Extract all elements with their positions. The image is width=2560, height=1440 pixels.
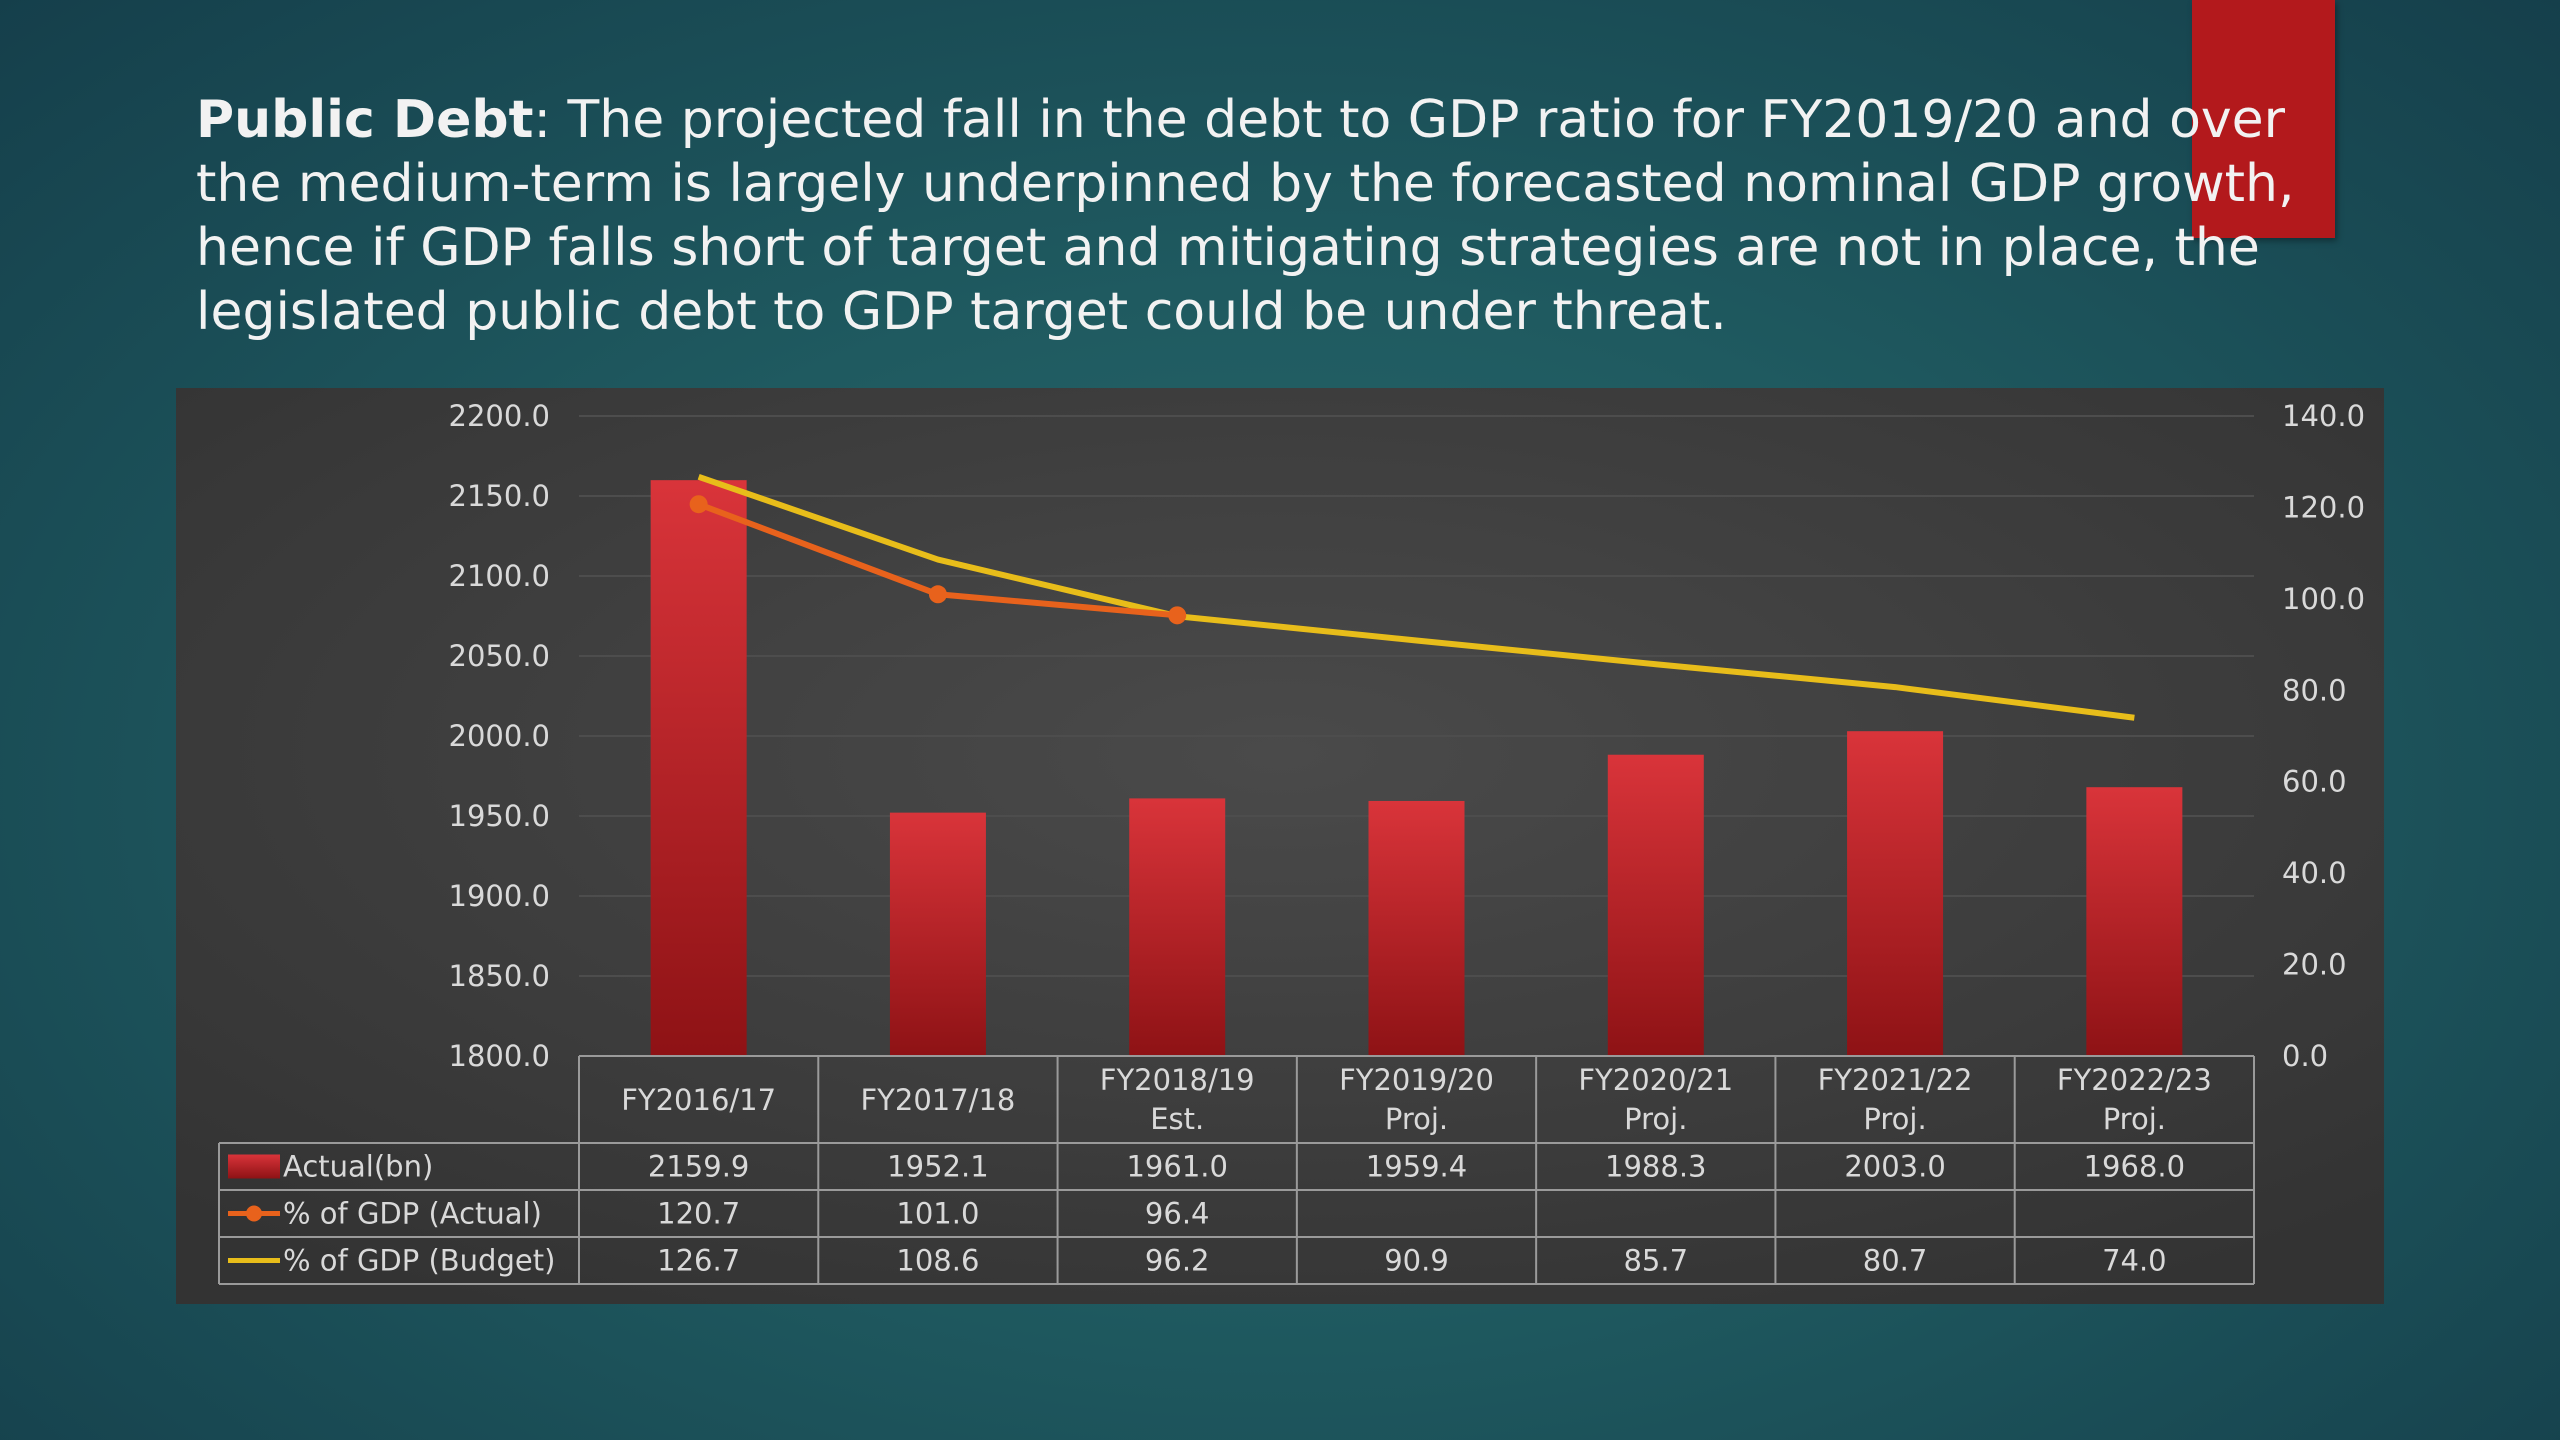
table-cell-value: 108.6 (896, 1244, 979, 1278)
headline-bold: Public Debt (196, 90, 534, 150)
y-left-tick-label: 2200.0 (449, 399, 550, 433)
table-cell-value: 90.9 (1384, 1244, 1449, 1278)
y-right-tick-label: 0.0 (2282, 1039, 2328, 1073)
legend-key-bar (228, 1154, 280, 1179)
bars (650, 480, 2183, 1056)
y-left-tick-label: 1950.0 (449, 799, 550, 833)
x-category-sublabel: Proj. (1624, 1102, 1687, 1136)
table-cell-value: 1952.1 (887, 1150, 988, 1184)
x-category-label: FY2020/21 (1578, 1063, 1733, 1097)
y-right-tick-label: 20.0 (2282, 948, 2347, 982)
y-right-tick-label: 140.0 (2282, 399, 2365, 433)
y-right-tick-label: 40.0 (2282, 856, 2347, 890)
x-category-label: FY2022/23 (2057, 1063, 2212, 1097)
x-category-sublabel: Proj. (1863, 1102, 1926, 1136)
table-cell-value: 101.0 (896, 1197, 979, 1231)
legend-key-marker (246, 1205, 262, 1222)
x-category-label: FY2018/19 (1100, 1063, 1255, 1097)
legend-series-name: % of GDP (Budget) (283, 1244, 555, 1278)
y-left-tick-label: 2150.0 (449, 479, 550, 513)
legend-series-name: % of GDP (Actual) (283, 1197, 542, 1231)
x-category-label: FY2017/18 (860, 1083, 1015, 1117)
accent-block (2192, 0, 2335, 238)
series-line-budget (697, 473, 2135, 721)
bar (1368, 800, 1465, 1056)
table-cell-value: 126.7 (657, 1244, 740, 1278)
y-left-tick-label: 1800.0 (449, 1039, 550, 1073)
bar (1847, 731, 1944, 1056)
data-table: FY2016/17 FY2017/18 FY2018/19 Est. FY2019/20… (218, 1055, 2255, 1285)
table-cell-value: 120.7 (657, 1197, 740, 1231)
axes: 1800.0 1850.0 1900.0 1950.0 2000.0 2050.0 2100… (449, 399, 2366, 1073)
x-category-sublabel: Proj. (2103, 1102, 2166, 1136)
bar (650, 480, 747, 1056)
bar (1607, 754, 1704, 1056)
bar (2086, 787, 2183, 1056)
table-cell-value: 74.0 (2102, 1244, 2167, 1278)
series-point-actual (1168, 606, 1187, 625)
table-cell-value: 80.7 (1863, 1244, 1928, 1278)
y-right-tick-label: 60.0 (2282, 765, 2347, 799)
y-left-tick-label: 2050.0 (449, 639, 550, 673)
series-point-actual (689, 495, 708, 514)
y-right-tick-label: 100.0 (2282, 582, 2365, 616)
bar (1129, 798, 1226, 1056)
y-left-tick-label: 1900.0 (449, 879, 550, 913)
table-cell-value: 96.2 (1145, 1244, 1210, 1278)
x-category-sublabel: Proj. (1385, 1102, 1448, 1136)
bar (889, 812, 986, 1056)
chart-panel: 1800.0 1850.0 1900.0 1950.0 2000.0 2050.0 2100… (176, 388, 2384, 1304)
y-right-tick-label: 80.0 (2282, 673, 2347, 707)
table-cell-value: 2159.9 (648, 1150, 749, 1184)
headline-text: Public Debt: The projected fall in the d… (196, 88, 2346, 344)
table-cell-value: 1988.3 (1605, 1150, 1706, 1184)
series-point-actual (928, 585, 947, 604)
x-category-label: FY2016/17 (621, 1083, 776, 1117)
y-left-tick-label: 2000.0 (449, 719, 550, 753)
y-left-tick-label: 2100.0 (449, 559, 550, 593)
table-cell-value: 2003.0 (1844, 1150, 1945, 1184)
table-cell-value: 1961.0 (1126, 1150, 1227, 1184)
x-category-sublabel: Est. (1150, 1102, 1204, 1136)
chart: 1800.0 1850.0 1900.0 1950.0 2000.0 2050.0 2100… (176, 388, 2384, 1304)
table-cell-value: 1968.0 (2084, 1150, 2185, 1184)
headline-body: : The projected fall in the debt to GDP … (196, 90, 2295, 342)
table-cell-value: 96.4 (1145, 1197, 1210, 1231)
legend-series-name: Actual(bn) (283, 1150, 433, 1184)
lines (689, 473, 2135, 721)
y-left-tick-label: 1850.0 (449, 959, 550, 993)
plot-area (176, 388, 2384, 1304)
x-category-label: FY2019/20 (1339, 1063, 1494, 1097)
table-cell-value: 1959.4 (1366, 1150, 1467, 1184)
y-right-tick-label: 120.0 (2282, 490, 2365, 524)
x-category-label: FY2021/22 (1818, 1063, 1973, 1097)
table-cell-value: 85.7 (1623, 1244, 1688, 1278)
